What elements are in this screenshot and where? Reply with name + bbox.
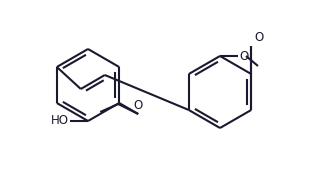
Text: HO: HO <box>51 114 69 127</box>
Text: O: O <box>239 50 248 62</box>
Text: O: O <box>254 31 263 44</box>
Text: O: O <box>134 99 143 112</box>
